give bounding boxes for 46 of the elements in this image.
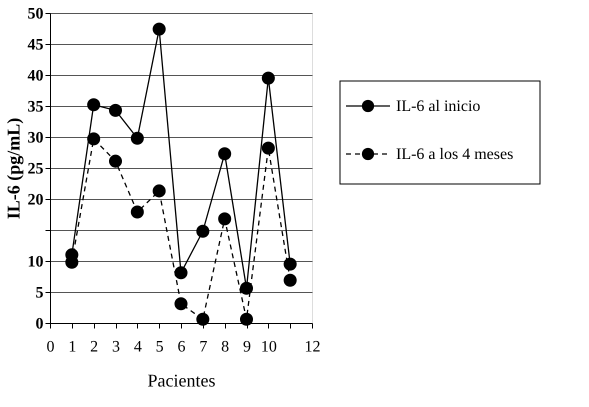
y-tick-label: 25 <box>28 160 44 178</box>
x-tick-label: 4 <box>134 338 142 356</box>
point <box>87 132 100 146</box>
legend-label: IL-6 al inicio <box>396 98 480 115</box>
point <box>152 22 166 36</box>
y-tick-label: 35 <box>28 98 44 116</box>
point <box>87 98 100 112</box>
y-tick-label: 40 <box>28 68 44 84</box>
point <box>262 142 275 155</box>
point <box>130 132 144 145</box>
point <box>108 104 122 117</box>
point <box>196 312 210 326</box>
point <box>196 224 210 238</box>
x-tick-label: 9 <box>243 338 251 356</box>
point <box>108 154 122 168</box>
y-axis-title: IL-6 (pg/mL) <box>4 118 24 220</box>
point <box>284 274 297 287</box>
point <box>240 282 254 295</box>
legend-label: IL-6 a los 4 meses <box>396 146 514 163</box>
y-tick-label: 20 <box>28 192 44 208</box>
x-tick-label: 3 <box>112 338 120 356</box>
x-axis-title: Pacientes <box>148 370 216 390</box>
x-tick-label: 7 <box>199 338 208 356</box>
point <box>218 147 232 160</box>
y-tick-label: 50 <box>28 6 44 22</box>
x-tick-label: 6 <box>178 338 186 356</box>
point <box>240 312 254 326</box>
point <box>174 266 188 280</box>
point <box>284 258 297 271</box>
y-tick-label: 0 <box>36 316 44 332</box>
y-tick-label: 10 <box>28 254 44 270</box>
x-tick-label: 5 <box>156 338 164 356</box>
x-tick-label: 0 <box>46 338 54 356</box>
x-tick-label: 10 <box>260 338 277 356</box>
x-tick-label: 8 <box>221 338 230 356</box>
point <box>130 206 144 219</box>
x-tick-label: 1 <box>68 338 76 356</box>
point <box>174 297 188 310</box>
y-tick-label: 5 <box>36 284 44 302</box>
x-tick-label: 12 <box>304 338 320 356</box>
point <box>152 184 166 198</box>
y-tick-label: 30 <box>28 130 44 146</box>
point <box>262 72 275 85</box>
y-tick-label: 45 <box>28 36 44 54</box>
point <box>218 212 232 226</box>
x-tick-label: 2 <box>90 338 98 356</box>
